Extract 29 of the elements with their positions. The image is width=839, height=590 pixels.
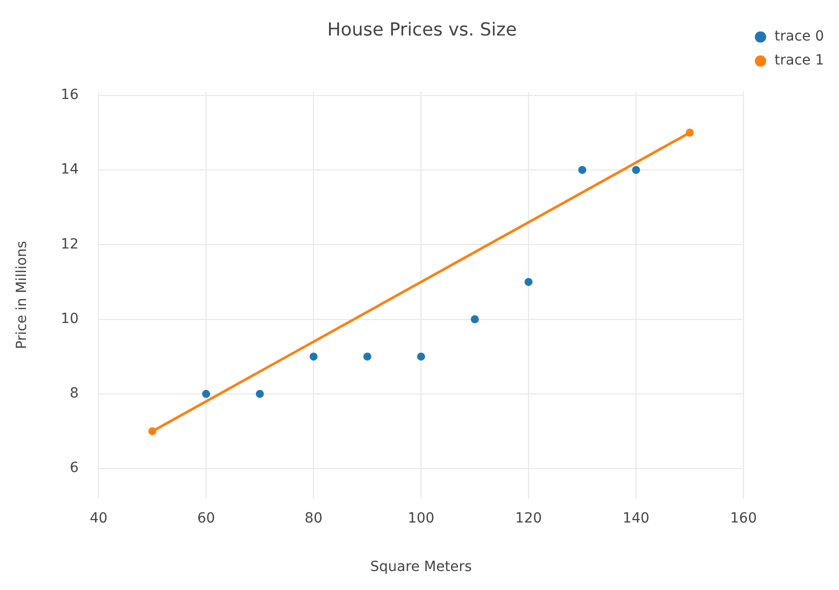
legend-label: trace 0 [774, 28, 824, 45]
point [363, 352, 372, 361]
point [470, 315, 479, 324]
point [310, 352, 318, 361]
y-tick-label: 12 [60, 236, 79, 252]
point [578, 166, 586, 174]
x-tick-label: 60 [197, 510, 216, 526]
point [148, 427, 156, 436]
legend-label: trace 1 [774, 52, 824, 69]
point [524, 278, 533, 286]
point [202, 390, 210, 398]
point [417, 352, 426, 361]
point [256, 390, 264, 398]
x-tick-label: 140 [622, 510, 650, 526]
y-tick-label: 8 [70, 386, 79, 402]
y-tick-label: 16 [60, 86, 79, 103]
x-tick-label: 120 [515, 510, 542, 526]
point [632, 166, 640, 174]
y-tick-label: 10 [60, 310, 79, 327]
x-tick-label: 160 [730, 510, 757, 526]
x-tick-label: 100 [408, 510, 434, 526]
chart-title: House Prices vs. Size [327, 19, 517, 40]
x-tick-label: 80 [304, 510, 322, 526]
x-tick-label: 40 [90, 510, 108, 526]
y-tick-label: 14 [60, 162, 79, 178]
y-tick-label: 6 [70, 460, 79, 476]
y-axis-title: Price in Millions [14, 240, 30, 350]
x-axis-title: Square Meters [370, 559, 472, 576]
point [686, 128, 694, 137]
